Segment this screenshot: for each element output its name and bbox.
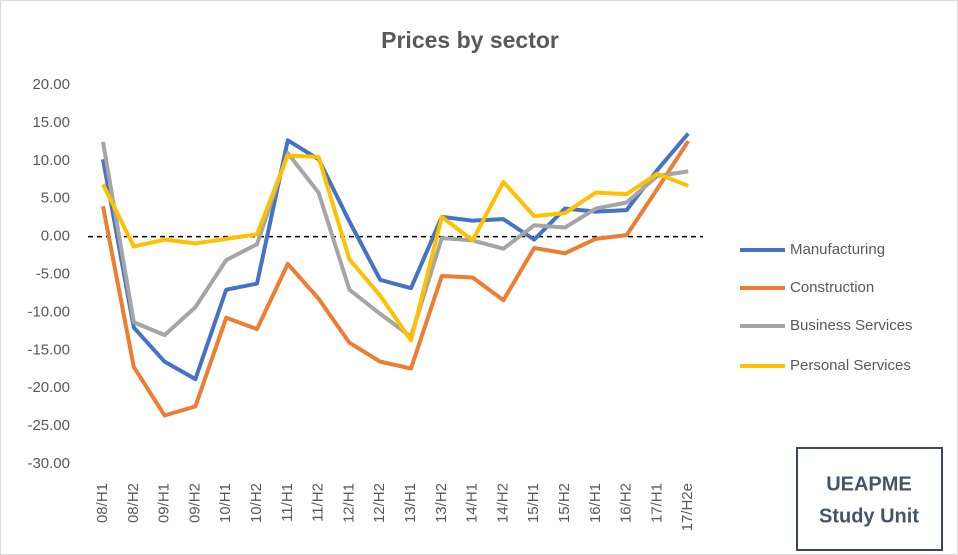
y-tick-label: -5.00 [36,265,70,282]
x-tick-label: 17/H1 [648,483,665,523]
y-tick-label: -25.00 [27,417,70,434]
y-tick-label: 5.00 [41,190,70,207]
x-tick-label: 08/H2 [125,483,142,523]
x-tick-label: 12/H1 [340,483,357,523]
x-tick-label: 09/H2 [186,483,203,523]
x-tick-label: 11/H1 [279,483,296,522]
annotation-text: UEAPME [826,473,912,495]
x-tick-label: 14/H1 [464,483,481,523]
x-tick-label: 16/H1 [587,483,604,523]
x-tick-label: 10/H1 [217,483,234,523]
y-tick-label: -15.00 [27,341,70,358]
legend-label: Business Services [790,317,913,334]
series-line [101,141,689,339]
legend-label: Personal Services [790,357,911,374]
x-tick-label: 17/H2e [679,483,696,531]
x-tick-label: 13/H1 [402,483,419,523]
y-tick-label: 20.00 [32,76,70,93]
y-tick-label: 15.00 [32,114,70,131]
y-tick-label: -20.00 [27,379,70,396]
x-tick-label: 08/H1 [94,483,111,523]
legend-label: Manufacturing [790,241,885,258]
y-tick-label: 10.00 [32,152,70,169]
x-tick-label: 16/H2 [618,483,635,523]
x-tick-label: 15/H2 [556,483,573,523]
x-tick-label: 13/H2 [433,483,450,523]
y-tick-label: -30.00 [27,455,70,472]
x-tick-label: 10/H2 [248,483,265,523]
series-line [101,153,689,343]
y-tick-label: 0.00 [41,228,70,245]
x-tick-label: 15/H1 [525,483,542,523]
x-tick-label: 09/H1 [156,483,173,523]
x-tick-label: 11/H2 [310,483,327,522]
chart-title: Prices by sector [381,27,559,53]
legend-label: Construction [790,279,874,296]
x-tick-label: 12/H2 [371,483,388,523]
series-line [101,140,690,418]
annotation-box [796,447,943,551]
x-tick-label: 14/H2 [494,483,511,523]
y-tick-label: -10.00 [27,303,70,320]
annotation-text: Study Unit [819,505,919,527]
